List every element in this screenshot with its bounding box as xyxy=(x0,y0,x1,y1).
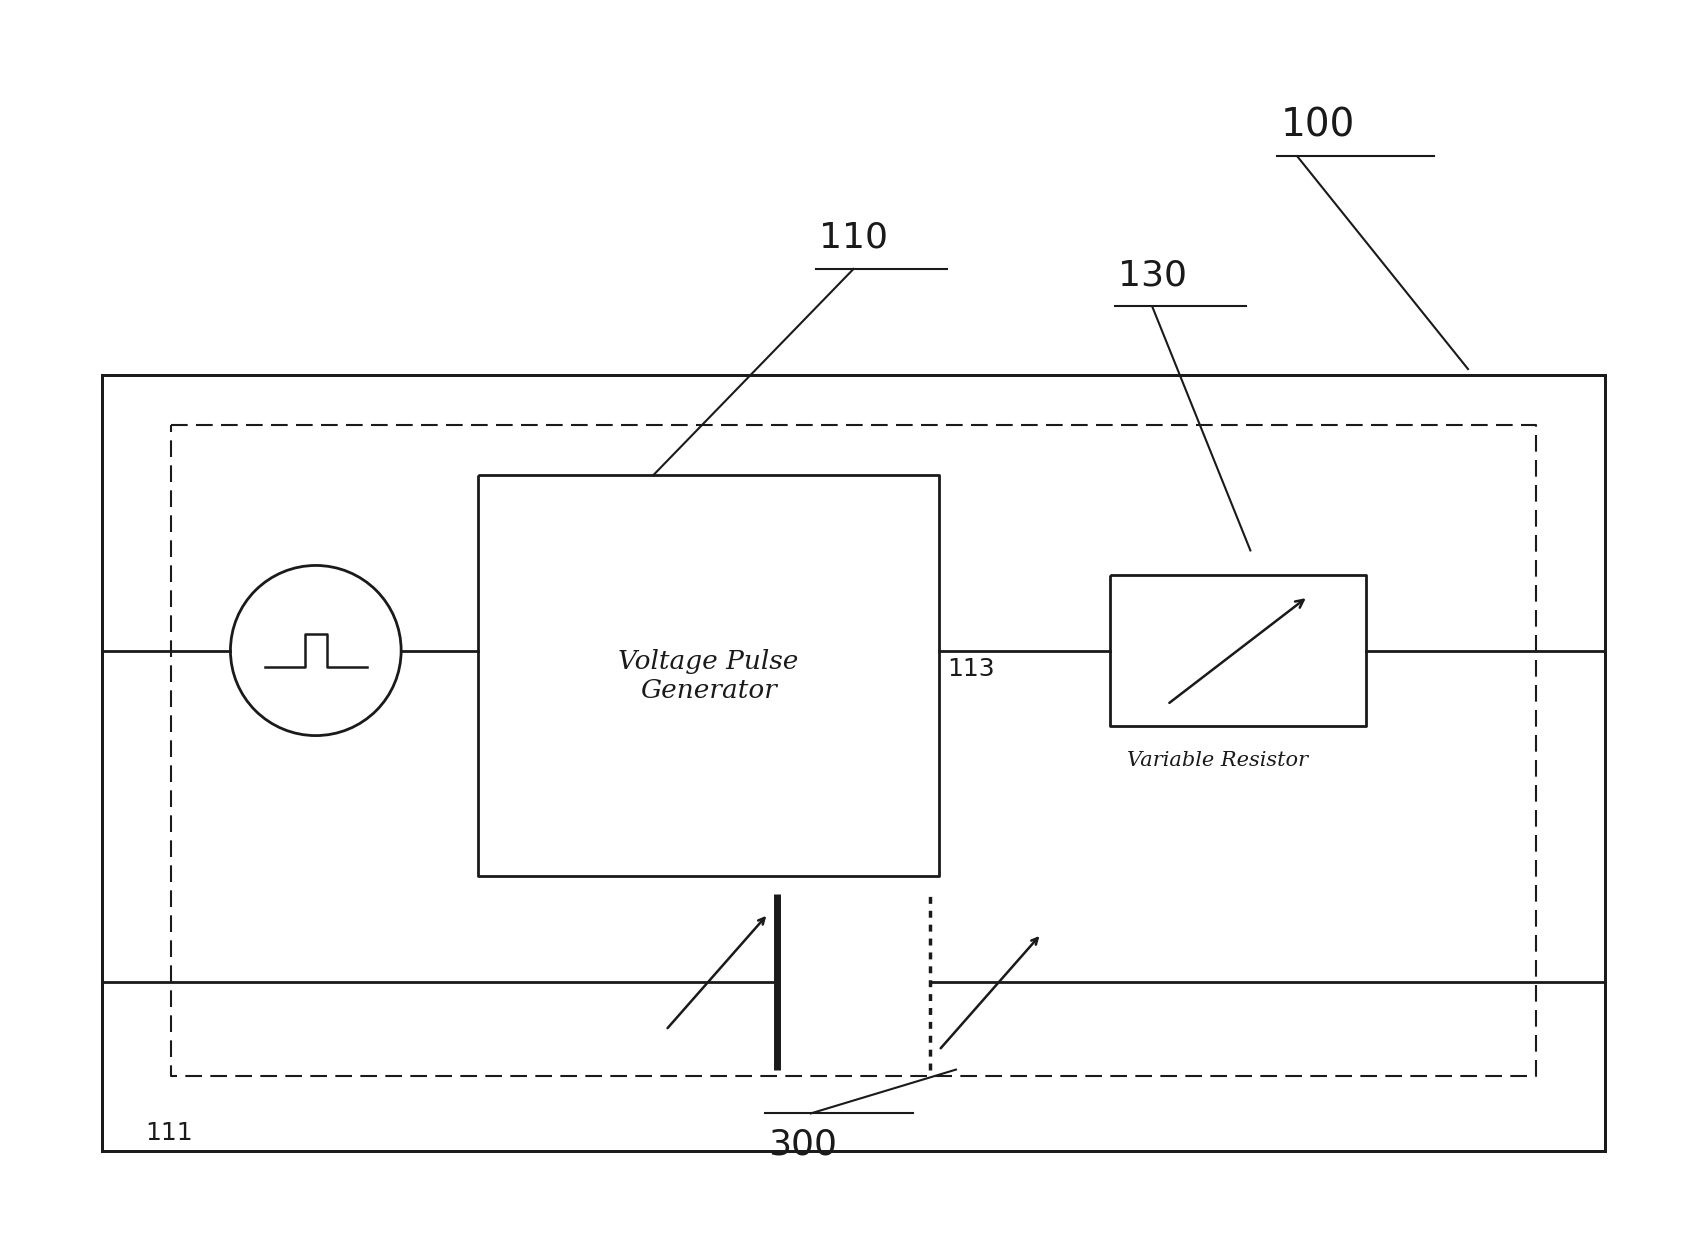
Text: 100: 100 xyxy=(1280,106,1355,144)
Text: Variable Resistor: Variable Resistor xyxy=(1127,751,1308,769)
Text: Voltage Pulse
Generator: Voltage Pulse Generator xyxy=(618,648,799,703)
Text: 111: 111 xyxy=(145,1121,193,1145)
Text: 300: 300 xyxy=(768,1127,836,1162)
Text: 113: 113 xyxy=(947,657,995,681)
Text: 130: 130 xyxy=(1118,258,1186,293)
Text: 110: 110 xyxy=(819,220,888,255)
